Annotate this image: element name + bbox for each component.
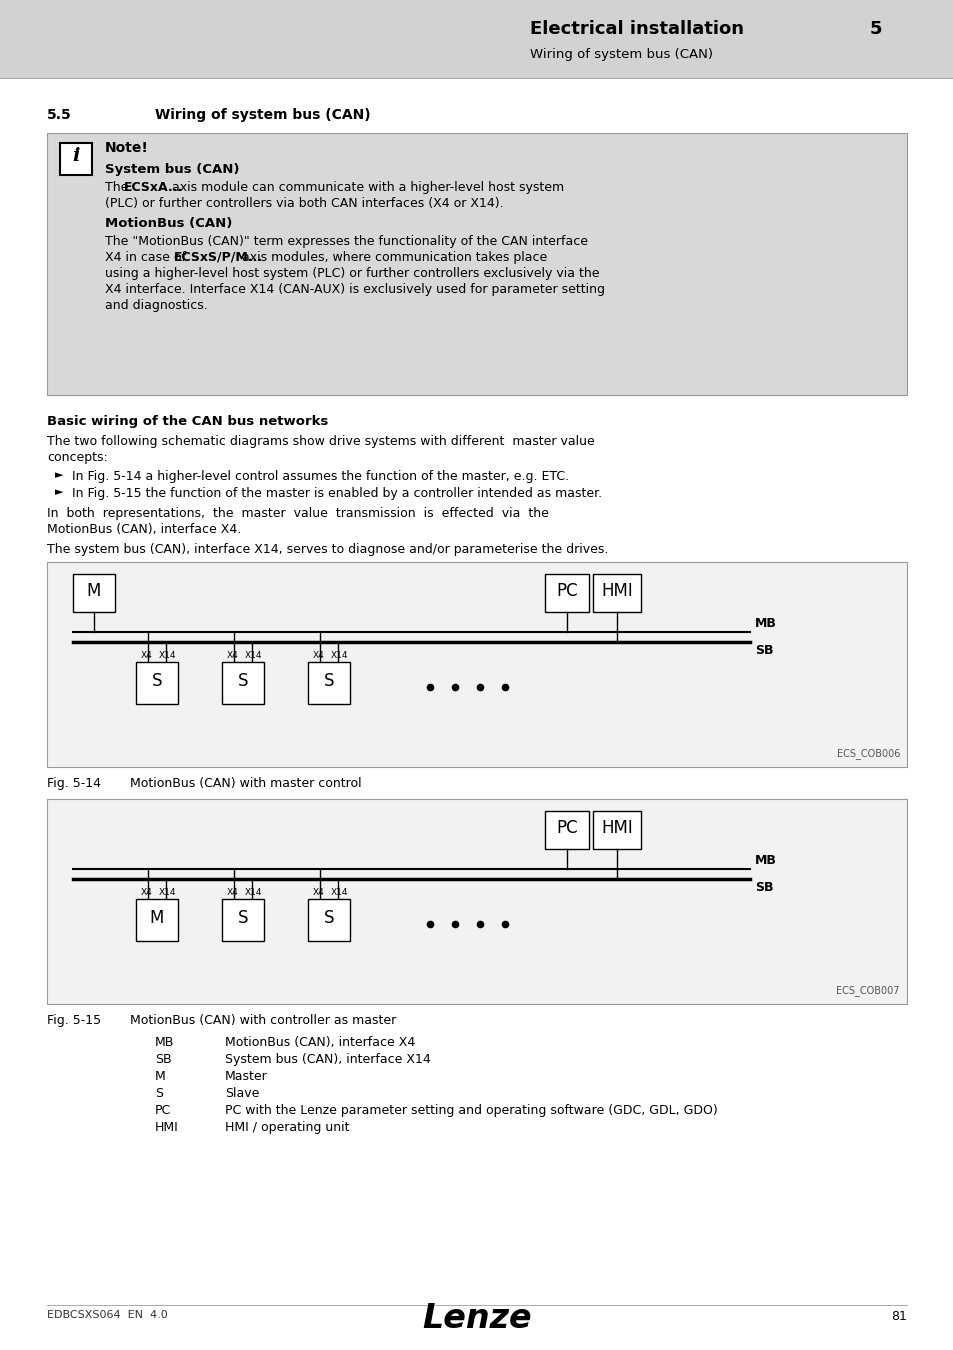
Text: X4: X4: [141, 888, 152, 896]
Text: ECS_COB006: ECS_COB006: [836, 748, 899, 759]
Text: Slave: Slave: [225, 1087, 259, 1100]
Text: HMI: HMI: [154, 1120, 178, 1134]
Text: EDBCSXS064  EN  4.0: EDBCSXS064 EN 4.0: [47, 1310, 168, 1320]
Text: X4 interface. Interface X14 (CAN-AUX) is exclusively used for parameter setting: X4 interface. Interface X14 (CAN-AUX) is…: [105, 284, 604, 296]
Text: In  both  representations,  the  master  value  transmission  is  effected  via : In both representations, the master valu…: [47, 508, 548, 520]
Bar: [136, 899, 178, 941]
Text: The: The: [105, 181, 132, 194]
Bar: [308, 899, 350, 941]
Text: X4 in case of: X4 in case of: [105, 251, 190, 265]
Text: Fig. 5-14: Fig. 5-14: [47, 778, 101, 790]
Text: X14: X14: [331, 888, 348, 896]
Text: ECS_COB007: ECS_COB007: [836, 986, 899, 996]
Text: S: S: [152, 672, 162, 690]
Bar: [308, 662, 350, 703]
Text: The "MotionBus (CAN)" term expresses the functionality of the CAN interface: The "MotionBus (CAN)" term expresses the…: [105, 235, 587, 248]
Bar: [136, 662, 178, 703]
Text: System bus (CAN), interface X14: System bus (CAN), interface X14: [225, 1053, 431, 1066]
Text: In Fig. 5-14 a higher-level control assumes the function of the master, e.g. ETC: In Fig. 5-14 a higher-level control assu…: [71, 470, 569, 483]
Text: MB: MB: [154, 1035, 174, 1049]
Text: S: S: [323, 909, 334, 927]
Text: X4: X4: [227, 651, 238, 660]
Text: X14: X14: [331, 651, 348, 660]
Text: (PLC) or further controllers via both CAN interfaces (X4 or X14).: (PLC) or further controllers via both CA…: [105, 197, 503, 211]
Text: X4: X4: [141, 651, 152, 660]
Text: System bus (CAN): System bus (CAN): [105, 163, 239, 176]
Text: axis modules, where communication takes place: axis modules, where communication takes …: [242, 251, 547, 265]
Text: and diagnostics.: and diagnostics.: [105, 298, 208, 312]
Text: Master: Master: [225, 1071, 268, 1083]
Text: Wiring of system bus (CAN): Wiring of system bus (CAN): [530, 49, 712, 61]
Text: S: S: [237, 672, 248, 690]
Text: Basic wiring of the CAN bus networks: Basic wiring of the CAN bus networks: [47, 414, 328, 428]
Bar: [0, 0, 953, 78]
Text: ECSxS/P/M...: ECSxS/P/M...: [173, 251, 263, 265]
Text: SB: SB: [754, 882, 773, 894]
Text: HMI: HMI: [600, 819, 632, 837]
Text: The two following schematic diagrams show drive systems with different  master v: The two following schematic diagrams sho…: [47, 435, 594, 448]
Text: MB: MB: [754, 617, 776, 630]
Text: PC with the Lenze parameter setting and operating software (GDC, GDL, GDO): PC with the Lenze parameter setting and …: [225, 1104, 717, 1116]
Text: Lenze: Lenze: [422, 1301, 531, 1335]
Bar: [222, 662, 264, 703]
Text: X14: X14: [245, 651, 262, 660]
Text: ►: ►: [55, 487, 64, 497]
Text: X14: X14: [159, 651, 176, 660]
Text: PC: PC: [154, 1104, 172, 1116]
Text: MotionBus (CAN): MotionBus (CAN): [105, 217, 233, 230]
Text: HMI: HMI: [600, 582, 632, 599]
Text: M: M: [150, 909, 164, 927]
Text: ►: ►: [55, 470, 64, 481]
Text: 81: 81: [890, 1310, 906, 1323]
Text: HMI / operating unit: HMI / operating unit: [225, 1120, 349, 1134]
Text: 5.5: 5.5: [47, 108, 71, 122]
Bar: [544, 574, 588, 612]
Bar: [47, 799, 906, 1004]
Text: i: i: [72, 147, 80, 165]
Text: MotionBus (CAN), interface X4: MotionBus (CAN), interface X4: [225, 1035, 415, 1049]
Text: SB: SB: [154, 1053, 172, 1066]
Text: MB: MB: [754, 855, 776, 867]
Text: ECSxA...: ECSxA...: [124, 181, 183, 194]
Text: S: S: [323, 672, 334, 690]
Text: Electrical installation: Electrical installation: [530, 20, 743, 38]
Text: X4: X4: [227, 888, 238, 896]
Bar: [73, 574, 115, 612]
Bar: [47, 134, 906, 396]
Text: M: M: [87, 582, 101, 599]
Text: M: M: [154, 1071, 166, 1083]
Text: S: S: [237, 909, 248, 927]
Text: MotionBus (CAN) with controller as master: MotionBus (CAN) with controller as maste…: [130, 1014, 395, 1027]
Text: Note!: Note!: [105, 140, 149, 155]
Bar: [47, 562, 906, 767]
Text: In Fig. 5-15 the function of the master is enabled by a controller intended as m: In Fig. 5-15 the function of the master …: [71, 487, 601, 500]
Text: S: S: [154, 1087, 163, 1100]
Text: X14: X14: [159, 888, 176, 896]
Text: PC: PC: [556, 582, 578, 599]
Text: X4: X4: [313, 888, 324, 896]
Text: Wiring of system bus (CAN): Wiring of system bus (CAN): [154, 108, 370, 122]
Bar: [544, 811, 588, 849]
Text: X14: X14: [245, 888, 262, 896]
Text: using a higher-level host system (PLC) or further controllers exclusively via th: using a higher-level host system (PLC) o…: [105, 267, 598, 279]
Bar: [593, 574, 640, 612]
Text: SB: SB: [754, 644, 773, 657]
Text: X4: X4: [313, 651, 324, 660]
Text: 5: 5: [869, 20, 882, 38]
Bar: [60, 143, 91, 176]
Text: Fig. 5-15: Fig. 5-15: [47, 1014, 101, 1027]
Text: axis module can communicate with a higher-level host system: axis module can communicate with a highe…: [172, 181, 563, 194]
Text: PC: PC: [556, 819, 578, 837]
Text: concepts:: concepts:: [47, 451, 108, 464]
Text: The system bus (CAN), interface X14, serves to diagnose and/or parameterise the : The system bus (CAN), interface X14, ser…: [47, 543, 608, 556]
Text: MotionBus (CAN) with master control: MotionBus (CAN) with master control: [130, 778, 361, 790]
Text: MotionBus (CAN), interface X4.: MotionBus (CAN), interface X4.: [47, 522, 241, 536]
Bar: [593, 811, 640, 849]
Bar: [222, 899, 264, 941]
